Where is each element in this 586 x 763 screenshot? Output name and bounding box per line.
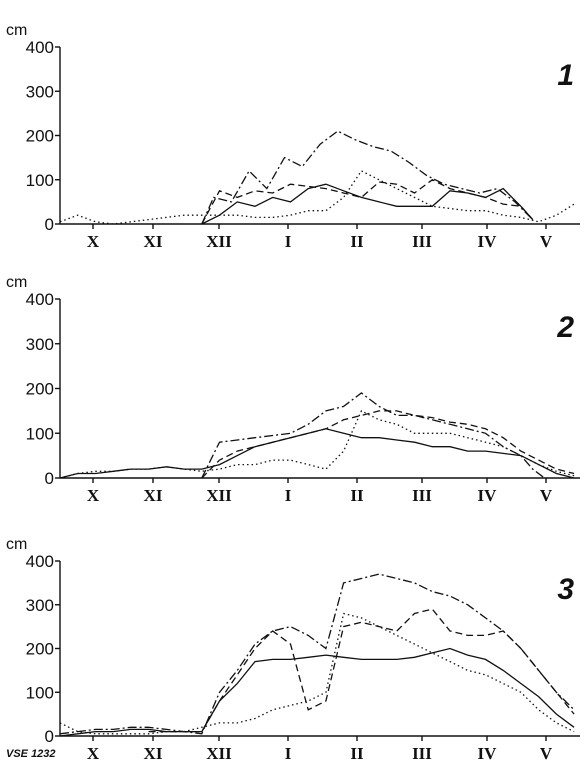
series-line-solid <box>201 183 534 225</box>
month-label: XII <box>206 744 232 763</box>
series-line-solid <box>59 647 575 737</box>
series-line-dashdot <box>201 130 534 225</box>
month-label: X <box>87 486 100 505</box>
y-tick-label: 0 <box>45 215 54 234</box>
month-label: IV <box>478 744 498 763</box>
month-label: IV <box>478 232 498 251</box>
y-tick-label: 100 <box>26 683 54 702</box>
month-label: I <box>285 232 292 251</box>
month-label: XI <box>144 232 163 251</box>
y-tick-label: 400 <box>26 552 54 571</box>
y-unit-label: cm <box>6 22 27 39</box>
y-tick-label: 0 <box>45 469 54 488</box>
y-tick-label: 300 <box>26 596 54 615</box>
panel-number: 3 <box>557 573 574 606</box>
series-line-dotted <box>59 612 575 735</box>
month-label: V <box>540 486 553 505</box>
month-label: V <box>540 744 553 763</box>
month-label: II <box>350 486 364 505</box>
series-line-dotted <box>59 170 575 225</box>
month-label: XII <box>206 486 232 505</box>
y-tick-label: 400 <box>26 38 54 57</box>
series-line-dashed <box>201 410 575 479</box>
y-tick-label: 300 <box>26 335 54 354</box>
panel-number: 1 <box>557 59 574 92</box>
month-label: I <box>285 744 292 763</box>
y-tick-label: 400 <box>26 290 54 309</box>
series-line-dashed <box>201 179 534 225</box>
y-tick-label: 0 <box>45 727 54 746</box>
figure-reference: VSE 1232 <box>6 748 56 760</box>
y-tick-label: 100 <box>26 424 54 443</box>
y-tick-label: 300 <box>26 82 54 101</box>
month-label: III <box>412 486 432 505</box>
series-line-dotted <box>59 410 575 479</box>
month-label: III <box>412 744 432 763</box>
month-label: XII <box>206 232 232 251</box>
month-label: II <box>350 744 364 763</box>
y-tick-label: 200 <box>26 380 54 399</box>
series-line-dashed <box>148 608 575 733</box>
y-tick-label: 100 <box>26 171 54 190</box>
month-label: IV <box>478 486 498 505</box>
y-unit-label: cm <box>6 274 27 291</box>
month-label: XI <box>144 744 163 763</box>
month-label: X <box>87 232 100 251</box>
month-label: I <box>285 486 292 505</box>
series-line-solid <box>59 428 575 479</box>
month-label: III <box>412 232 432 251</box>
y-unit-label: cm <box>6 536 27 553</box>
series-line-dashdot <box>59 573 575 735</box>
month-label: V <box>540 232 553 251</box>
month-label: XI <box>144 486 163 505</box>
month-label: II <box>350 232 364 251</box>
series-line-dashdot <box>201 392 545 479</box>
y-tick-label: 200 <box>26 127 54 146</box>
month-label: X <box>87 744 100 763</box>
y-tick-label: 200 <box>26 640 54 659</box>
panel-number: 2 <box>556 311 574 344</box>
